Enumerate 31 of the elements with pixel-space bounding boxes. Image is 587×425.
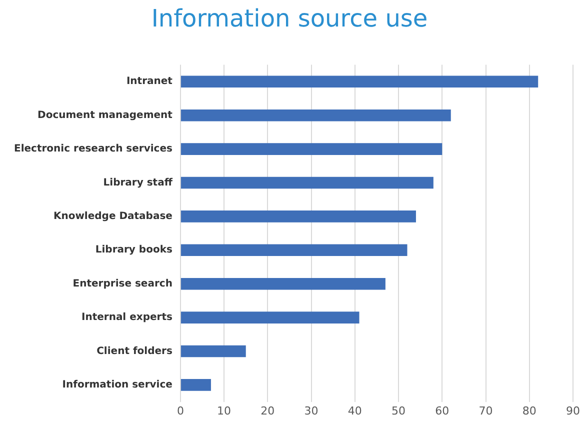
bar [180, 143, 442, 155]
y-tick-label: Knowledge Database [53, 211, 173, 222]
x-tick-label: 0 [176, 404, 184, 418]
y-tick-label: Intranet [126, 76, 173, 88]
bar [180, 76, 538, 88]
y-tick-label: Internal experts [81, 312, 172, 324]
x-tick-label: 80 [522, 404, 536, 418]
bar [180, 345, 246, 358]
bar [180, 109, 451, 122]
bar [180, 312, 360, 324]
x-tick-label: 60 [435, 404, 450, 418]
x-tick-label: 70 [478, 404, 493, 418]
x-tick-label: 10 [217, 404, 232, 418]
x-tick-label: 40 [348, 404, 362, 418]
y-tick-label: Electronic research services [14, 144, 172, 155]
x-tick-label: 90 [566, 404, 580, 418]
y-tick-label: Library staff [103, 177, 174, 188]
bar [180, 176, 434, 189]
y-tick-label: Enterprise search [72, 278, 172, 290]
chart-title: Information source use [151, 4, 428, 33]
bar [180, 244, 408, 256]
x-tick-label: 20 [260, 404, 275, 418]
y-tick-label: Information service [62, 380, 173, 391]
x-tick-label: 30 [304, 404, 318, 418]
bar [180, 278, 386, 290]
bar [180, 210, 416, 222]
x-tick-label: 50 [392, 404, 406, 418]
bar [180, 379, 211, 391]
y-tick-label: Document management [38, 110, 173, 121]
y-tick-label: Client folders [96, 346, 172, 357]
y-tick-label: Library books [95, 244, 172, 256]
